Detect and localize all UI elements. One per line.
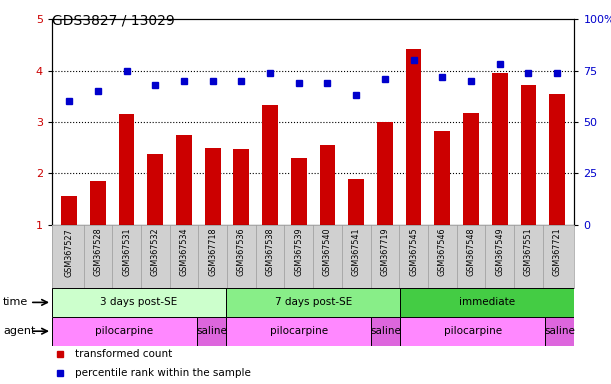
Text: GSM367719: GSM367719	[381, 228, 389, 276]
Bar	[262, 106, 278, 225]
Bar	[52, 317, 197, 346]
Text: saline: saline	[544, 326, 576, 336]
Bar	[291, 158, 307, 225]
Text: GSM367532: GSM367532	[151, 228, 159, 276]
Text: saline: saline	[196, 326, 227, 336]
Bar	[348, 179, 364, 225]
Bar	[233, 149, 249, 225]
Text: GSM367528: GSM367528	[93, 228, 103, 276]
Text: pilocarpine: pilocarpine	[269, 326, 327, 336]
Text: GSM367545: GSM367545	[409, 228, 418, 276]
Bar	[176, 135, 192, 225]
Text: agent: agent	[3, 326, 35, 336]
Bar	[226, 288, 400, 317]
Text: saline: saline	[370, 326, 401, 336]
Text: GSM367541: GSM367541	[352, 228, 360, 276]
Bar	[521, 85, 536, 225]
Bar	[61, 196, 77, 225]
Text: percentile rank within the sample: percentile rank within the sample	[75, 368, 251, 378]
Text: GSM367538: GSM367538	[266, 228, 274, 276]
Bar	[492, 73, 508, 225]
Bar	[371, 317, 400, 346]
Bar	[549, 94, 565, 225]
Text: GSM367546: GSM367546	[438, 228, 447, 276]
Text: GSM367536: GSM367536	[237, 228, 246, 276]
Text: immediate: immediate	[459, 297, 515, 308]
Bar	[119, 114, 134, 225]
Text: time: time	[3, 297, 28, 308]
Text: GSM367718: GSM367718	[208, 228, 217, 276]
Bar	[90, 181, 106, 225]
Bar	[52, 288, 226, 317]
Bar	[545, 317, 574, 346]
Text: pilocarpine: pilocarpine	[95, 326, 153, 336]
Bar	[147, 154, 163, 225]
Text: GSM367551: GSM367551	[524, 228, 533, 276]
Text: transformed count: transformed count	[75, 349, 173, 359]
Text: GSM367539: GSM367539	[295, 228, 303, 276]
Bar	[463, 113, 479, 225]
Text: GSM367721: GSM367721	[552, 228, 562, 276]
Text: GSM367540: GSM367540	[323, 228, 332, 276]
Bar	[434, 131, 450, 225]
Text: GSM367534: GSM367534	[180, 228, 188, 276]
Bar	[226, 317, 371, 346]
Text: pilocarpine: pilocarpine	[444, 326, 502, 336]
Text: GDS3827 / 13029: GDS3827 / 13029	[52, 13, 175, 27]
Text: 3 days post-SE: 3 days post-SE	[100, 297, 178, 308]
Text: GSM367549: GSM367549	[495, 228, 504, 276]
Bar	[406, 49, 422, 225]
Bar	[205, 147, 221, 225]
Text: GSM367548: GSM367548	[467, 228, 475, 276]
Bar	[400, 288, 574, 317]
Text: GSM367531: GSM367531	[122, 228, 131, 276]
Bar	[320, 145, 335, 225]
Bar	[197, 317, 226, 346]
Bar	[377, 122, 393, 225]
Text: 7 days post-SE: 7 days post-SE	[274, 297, 352, 308]
Text: GSM367527: GSM367527	[65, 228, 74, 276]
Bar	[400, 317, 546, 346]
